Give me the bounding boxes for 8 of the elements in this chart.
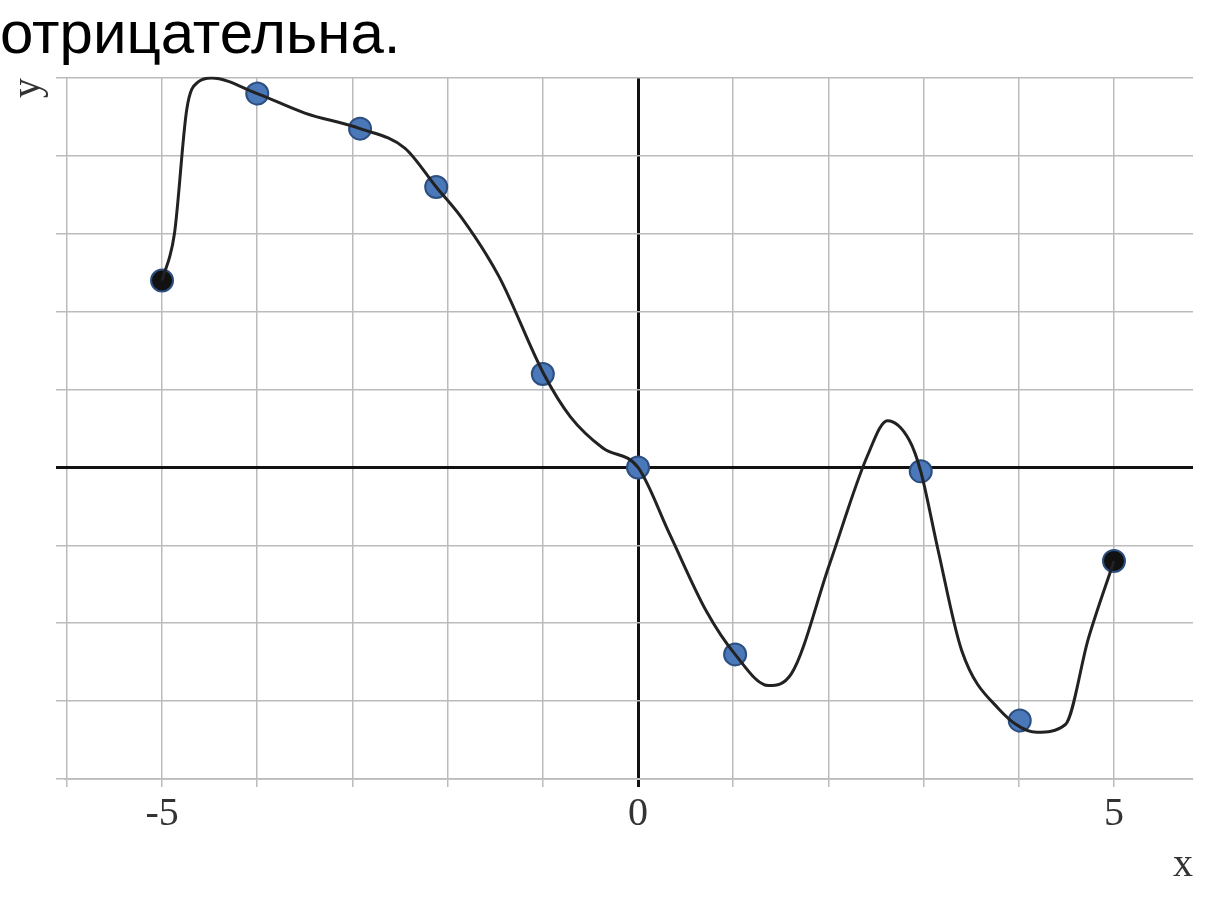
x-tick-label: 0 <box>628 788 649 834</box>
point <box>1101 548 1126 573</box>
x-tick-label: -5 <box>145 788 179 834</box>
chart-title: отрицательна. <box>0 0 401 66</box>
y-axis-title: y <box>2 78 48 98</box>
point <box>150 268 175 293</box>
x-axis-title: x <box>1173 839 1193 885</box>
x-tick-label: 5 <box>1103 788 1124 834</box>
